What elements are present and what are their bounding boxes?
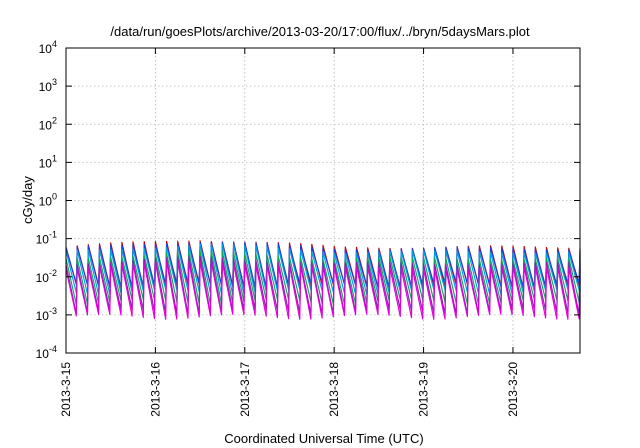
chart-title: /data/run/goesPlots/archive/2013-03-20/1… xyxy=(110,24,530,39)
x-tick-label: 2013-3-16 xyxy=(148,362,162,417)
y-tick-label: 102 xyxy=(39,115,57,132)
series-group xyxy=(65,240,581,320)
x-axis-label: Coordinated Universal Time (UTC) xyxy=(224,431,423,446)
x-tick-label: 2013-3-17 xyxy=(238,362,252,417)
x-tick-label: 2013-3-20 xyxy=(506,362,520,417)
y-axis: 10-4 10-3 10-2 10-1 100 101 102 103 104 xyxy=(36,39,580,361)
y-tick-label: 101 xyxy=(39,153,57,170)
y-tick-label: 10-2 xyxy=(36,268,57,285)
x-axis: 2013-3-15 2013-3-16 2013-3-17 2013-3-18 2013… xyxy=(59,48,520,417)
y-tick-label: 10-4 xyxy=(36,344,57,361)
y-tick-label: 104 xyxy=(39,39,57,56)
y-axis-label: cGy/day xyxy=(20,176,35,224)
x-tick-label: 2013-3-15 xyxy=(59,362,73,417)
y-tick-label: 100 xyxy=(39,192,57,209)
y-tick-label: 10-3 xyxy=(36,306,57,323)
x-tick-label: 2013-3-18 xyxy=(327,362,341,417)
x-tick-label: 2013-3-19 xyxy=(417,362,431,417)
y-tick-label: 10-1 xyxy=(36,230,57,247)
series-line xyxy=(65,261,581,320)
y-tick-label: 103 xyxy=(39,77,57,94)
